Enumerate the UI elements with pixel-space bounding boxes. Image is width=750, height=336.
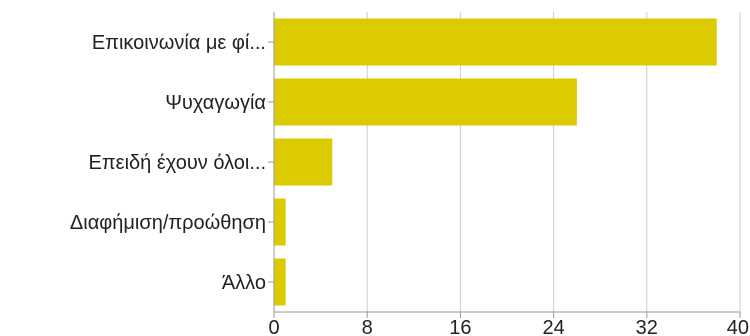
bar-5	[274, 258, 286, 306]
category-label: Επικοινωνία με φί...	[92, 32, 266, 54]
bar-4	[274, 198, 286, 246]
x-tick-label: 32	[636, 317, 658, 336]
category-label: Διαφήμιση/προώθηση	[70, 212, 266, 234]
category-label: Άλλο	[222, 272, 266, 294]
x-tick-label: 0	[268, 317, 279, 336]
category-label: Επειδή έχουν όλοι...	[89, 152, 266, 174]
bar-3	[274, 138, 333, 186]
bar-2	[274, 78, 577, 126]
x-tick-label: 24	[542, 317, 564, 336]
axes	[268, 12, 741, 318]
bar-1	[274, 18, 717, 66]
x-tick-label: 8	[362, 317, 373, 336]
x-tick-label: 16	[449, 317, 471, 336]
category-label: Ψυχαγωγία	[165, 92, 266, 114]
labels: 0 8 16 24 32 40 Επικοινωνία με φί... Ψυχαγωγία Ε…	[70, 32, 749, 336]
x-tick-label: 40	[727, 317, 749, 336]
bars	[274, 18, 717, 306]
